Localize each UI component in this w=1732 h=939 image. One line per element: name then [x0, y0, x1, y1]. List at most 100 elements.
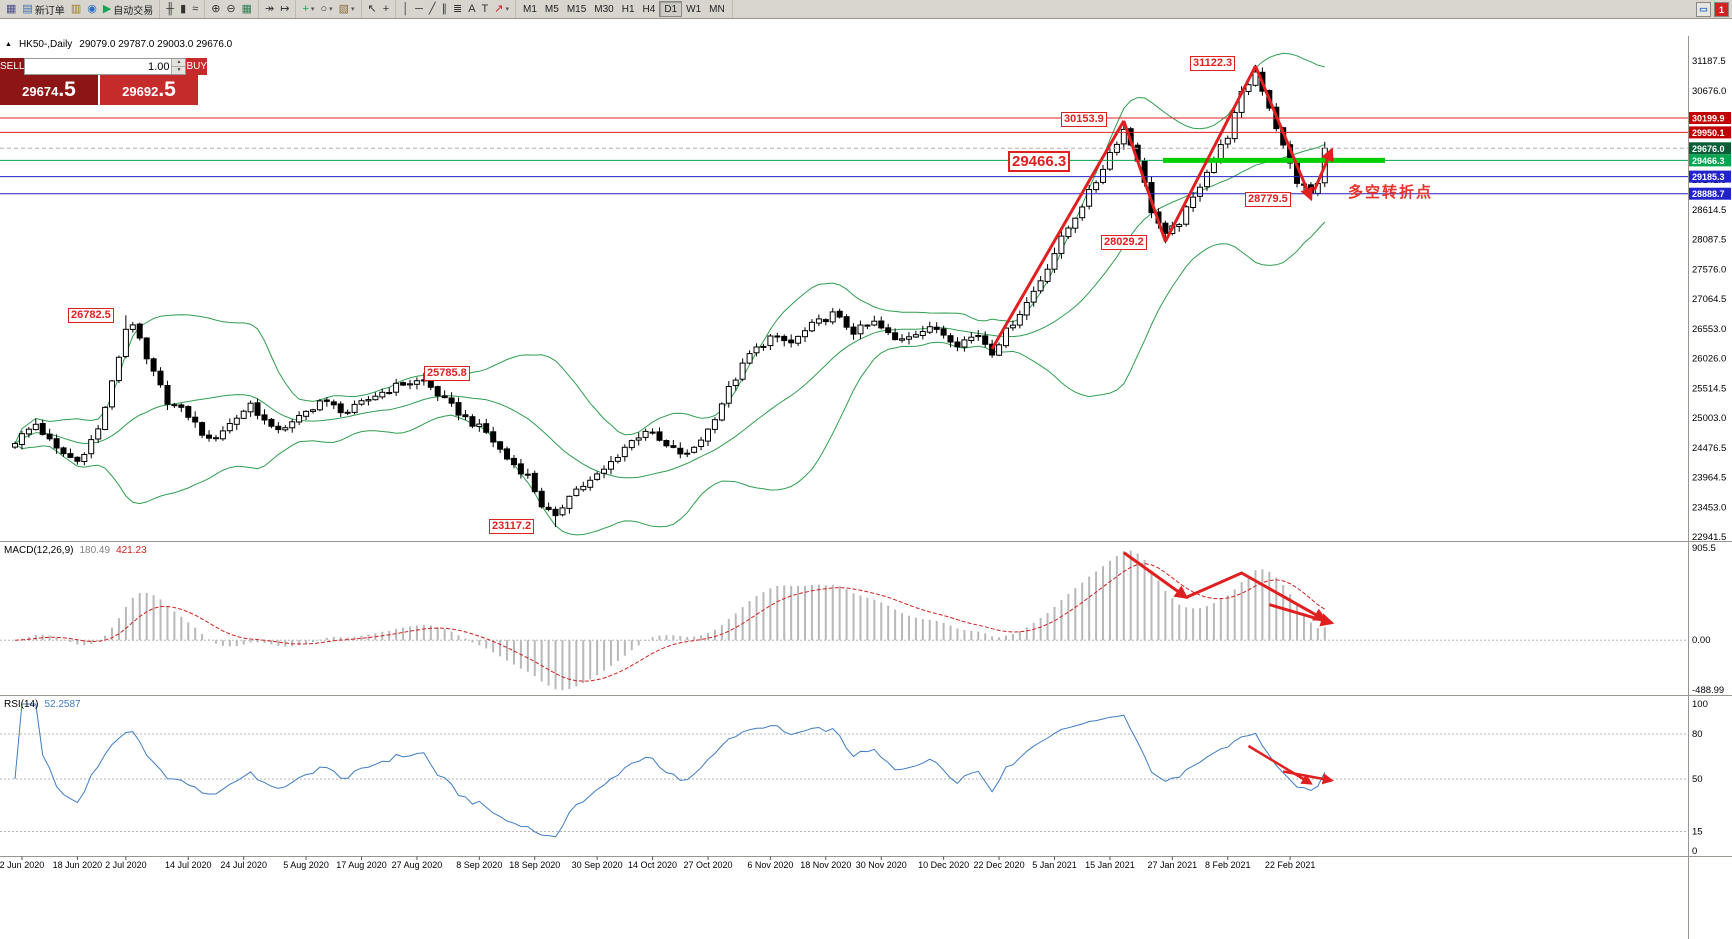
arrows-button[interactable]: ↗ ▾	[491, 1, 512, 17]
rsi-name: RSI(14)	[4, 699, 39, 710]
svg-text:29185.3: 29185.3	[1692, 172, 1725, 182]
svg-text:0: 0	[1692, 846, 1697, 857]
new-chart-button[interactable]: ▦	[3, 1, 19, 17]
line-chart-button-icon: ≈	[192, 2, 199, 15]
fibonacci-button-icon: ≣	[452, 2, 463, 15]
toolbar-right-icons: ▭ 1	[1696, 2, 1729, 17]
periods-button[interactable]: ○ ▾	[317, 1, 335, 17]
volume-down-button[interactable]: ▼	[172, 67, 186, 74]
crosshair-button[interactable]: +	[380, 1, 392, 17]
cursor-button[interactable]: ↖	[365, 1, 380, 17]
timeframe-m30[interactable]: M30	[590, 1, 617, 17]
zoom-out-button[interactable]: ⊖	[223, 1, 238, 17]
line-chart-button[interactable]: ≈	[189, 1, 201, 17]
timeframe-h4[interactable]: H4	[639, 1, 660, 17]
tile-windows-button-icon: ▦	[241, 2, 253, 15]
svg-text:15 Jan 2021: 15 Jan 2021	[1085, 860, 1135, 870]
buy-price-small: 29692	[122, 84, 159, 99]
toolbar-group-timeframes: M1 M5 M15 M30 H1 H4 D1 W1 MN	[516, 0, 733, 18]
svg-text:27576.0: 27576.0	[1692, 264, 1726, 275]
bar-chart-button[interactable]: ╫	[163, 1, 177, 17]
macd-pane	[0, 550, 1688, 691]
templates-button[interactable]: ▧ ▾	[336, 1, 358, 17]
new-chart-button-icon: ▦	[6, 2, 17, 15]
periods-button-icon: ○	[320, 2, 328, 15]
svg-text:14 Jul 2020: 14 Jul 2020	[165, 860, 212, 870]
profile-button[interactable]: ▥	[68, 1, 84, 17]
svg-text:17 Aug 2020: 17 Aug 2020	[336, 860, 387, 870]
svg-text:29676.0: 29676.0	[1692, 144, 1725, 154]
timeframe-w1[interactable]: W1	[682, 1, 705, 17]
sell-price[interactable]: 29674 .5	[0, 75, 100, 105]
timeframe-mn[interactable]: MN	[705, 1, 729, 17]
svg-text:26553.0: 26553.0	[1692, 324, 1726, 335]
toolbar-groups: ▦ ▤ 新订单 ▥ ◉ ▶ 自动交易 ╫ ▮ ≈ ⊕ ⊖ ▦ ↠ ↦ + ▾ ○ ▾ ▧ ▾ ↖ + │ ─ ╱ ∥ ≣ A T ↗ ▾ M1 M…	[0, 0, 733, 18]
label-button[interactable]: T	[479, 1, 492, 17]
indicators-button-icon: +	[302, 2, 309, 15]
timeframe-m15[interactable]: M15	[563, 1, 590, 17]
svg-text:905.5: 905.5	[1692, 543, 1716, 554]
text-button-icon: A	[468, 2, 476, 15]
alerts-button[interactable]: ◉	[84, 1, 100, 17]
svg-text:6 Nov 2020: 6 Nov 2020	[747, 860, 793, 870]
indicators-button[interactable]: + ▾	[299, 1, 317, 17]
toolbar-group-chart-types: ╫ ▮ ≈	[160, 0, 206, 18]
macd-indicator-label: MACD(12,26,9) 180.49 421.23	[4, 545, 147, 556]
sell-price-small: 29674	[22, 84, 59, 99]
toolbar-group-standard: ▦ ▤ 新订单 ▥ ◉ ▶ 自动交易	[0, 0, 161, 18]
svg-text:100: 100	[1692, 699, 1708, 710]
collapse-panel-icon[interactable]: ▲	[5, 41, 12, 48]
channel-button-icon: ∥	[441, 2, 447, 15]
trendline-button[interactable]: ╱	[426, 1, 439, 17]
buy-button[interactable]: BUY	[186, 58, 208, 75]
chart-shift-button[interactable]: ↦	[277, 1, 292, 17]
text-button[interactable]: A	[465, 1, 478, 17]
svg-text:23453.0: 23453.0	[1692, 502, 1726, 513]
macd-name: MACD(12,26,9)	[4, 545, 74, 556]
rsi-value: 52.2587	[44, 699, 81, 710]
svg-text:-488.99: -488.99	[1692, 685, 1724, 696]
autotrading-button-icon: ▶	[102, 2, 112, 15]
svg-text:24476.5: 24476.5	[1692, 443, 1726, 454]
autotrading-button[interactable]: ▶ 自动交易	[100, 1, 156, 17]
auto-scroll-button-icon: ↠	[265, 2, 275, 15]
svg-text:8 Feb 2021: 8 Feb 2021	[1205, 860, 1251, 870]
new-order-button[interactable]: ▤ 新订单	[19, 1, 67, 17]
candlestick-button[interactable]: ▮	[177, 1, 189, 17]
svg-text:5 Jan 2021: 5 Jan 2021	[1032, 860, 1077, 870]
timeframe-m5[interactable]: M5	[541, 1, 563, 17]
buy-price[interactable]: 29692 .5	[100, 75, 198, 105]
auto-scroll-button[interactable]: ↠	[262, 1, 277, 17]
svg-text:27 Aug 2020: 27 Aug 2020	[392, 860, 443, 870]
channel-button[interactable]: ∥	[438, 1, 450, 17]
svg-text:29950.1: 29950.1	[1692, 128, 1725, 138]
label-button-icon: T	[481, 2, 489, 15]
timeframe-h1[interactable]: H1	[618, 1, 639, 17]
toolbar-group-tools: + ▾ ○ ▾ ▧ ▾	[296, 0, 362, 18]
svg-text:50: 50	[1692, 774, 1703, 785]
timeframe-m15-label: M15	[566, 3, 587, 15]
ohlc-values: 29079.0 29787.0 29003.0 29676.0	[79, 39, 233, 50]
fibonacci-button[interactable]: ≣	[450, 1, 465, 17]
notification-badge[interactable]: 1	[1714, 2, 1729, 17]
svg-text:27 Jan 2021: 27 Jan 2021	[1148, 860, 1198, 870]
vertical-line-button[interactable]: │	[399, 1, 412, 17]
chart-canvas[interactable]: 2 Jun 2020 18 Jun 2020 2 Jul 2020 14 Jul 20…	[0, 18, 1732, 939]
horizontal-line-button[interactable]: ─	[412, 1, 426, 17]
tile-windows-button[interactable]: ▦	[239, 1, 255, 17]
chart-shift-button-icon: ↦	[280, 2, 290, 15]
window-icon[interactable]: ▭	[1696, 2, 1711, 17]
timeframe-d1[interactable]: D1	[659, 1, 683, 17]
volume-input[interactable]	[25, 59, 172, 74]
svg-text:30676.0: 30676.0	[1692, 86, 1726, 97]
svg-text:80: 80	[1692, 729, 1703, 740]
sell-button[interactable]: SELL	[0, 58, 25, 75]
volume-up-button[interactable]: ▲	[172, 59, 186, 67]
timeframe-m1[interactable]: M1	[519, 1, 541, 17]
profile-button-icon: ▥	[70, 2, 82, 15]
chart-title: ▲ HK50-,Daily 29079.0 29787.0 29003.0 29…	[5, 39, 232, 50]
svg-text:10 Dec 2020: 10 Dec 2020	[918, 860, 969, 870]
zoom-in-button[interactable]: ⊕	[208, 1, 223, 17]
periods-button-caret: ▾	[329, 6, 333, 13]
